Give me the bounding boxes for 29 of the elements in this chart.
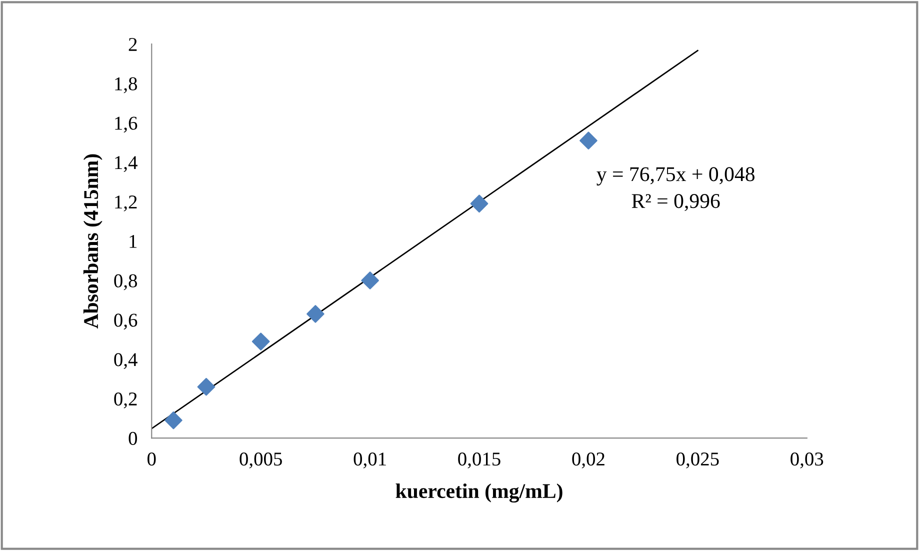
point [470,194,488,213]
point [164,411,182,430]
x-tick-label: 0,02 [572,452,604,468]
point [197,378,216,396]
y-tick-label: 2 [128,38,137,51]
y-tick-label: 0,2 [114,392,137,408]
y-tick-label: 1,6 [115,116,138,133]
y-tick-label: 0,8 [114,274,138,290]
point [306,305,324,323]
y-tick-label: 1,2 [115,196,137,212]
x-tick-label: 0 [148,452,156,466]
annotation: y = 76,75x + 0,048 [596,167,754,186]
x-tick-label: 0,005 [240,452,282,468]
point [361,272,379,290]
x-axis-title: kuercetin (mg/mL) [396,483,562,503]
x-tick-label: 0,025 [676,452,719,468]
x-tick-label: 0,01 [354,452,386,468]
x-tick-label: 0,015 [458,452,500,468]
y-tick-label: 1 [130,234,137,248]
annotation: R² = 0,996 [632,194,720,212]
y-tick-label: 0,6 [114,314,138,330]
y-tick-label: 1,4 [115,156,138,172]
x-tick-label: 0,03 [790,452,824,468]
point [580,132,598,150]
y-tick-label: 0 [128,432,138,445]
y-tick-label: 1,8 [115,77,138,94]
point [252,332,270,350]
y-axis-title: Absorbans (415nm) [83,154,102,329]
y-tick-label: 0,4 [114,353,138,369]
